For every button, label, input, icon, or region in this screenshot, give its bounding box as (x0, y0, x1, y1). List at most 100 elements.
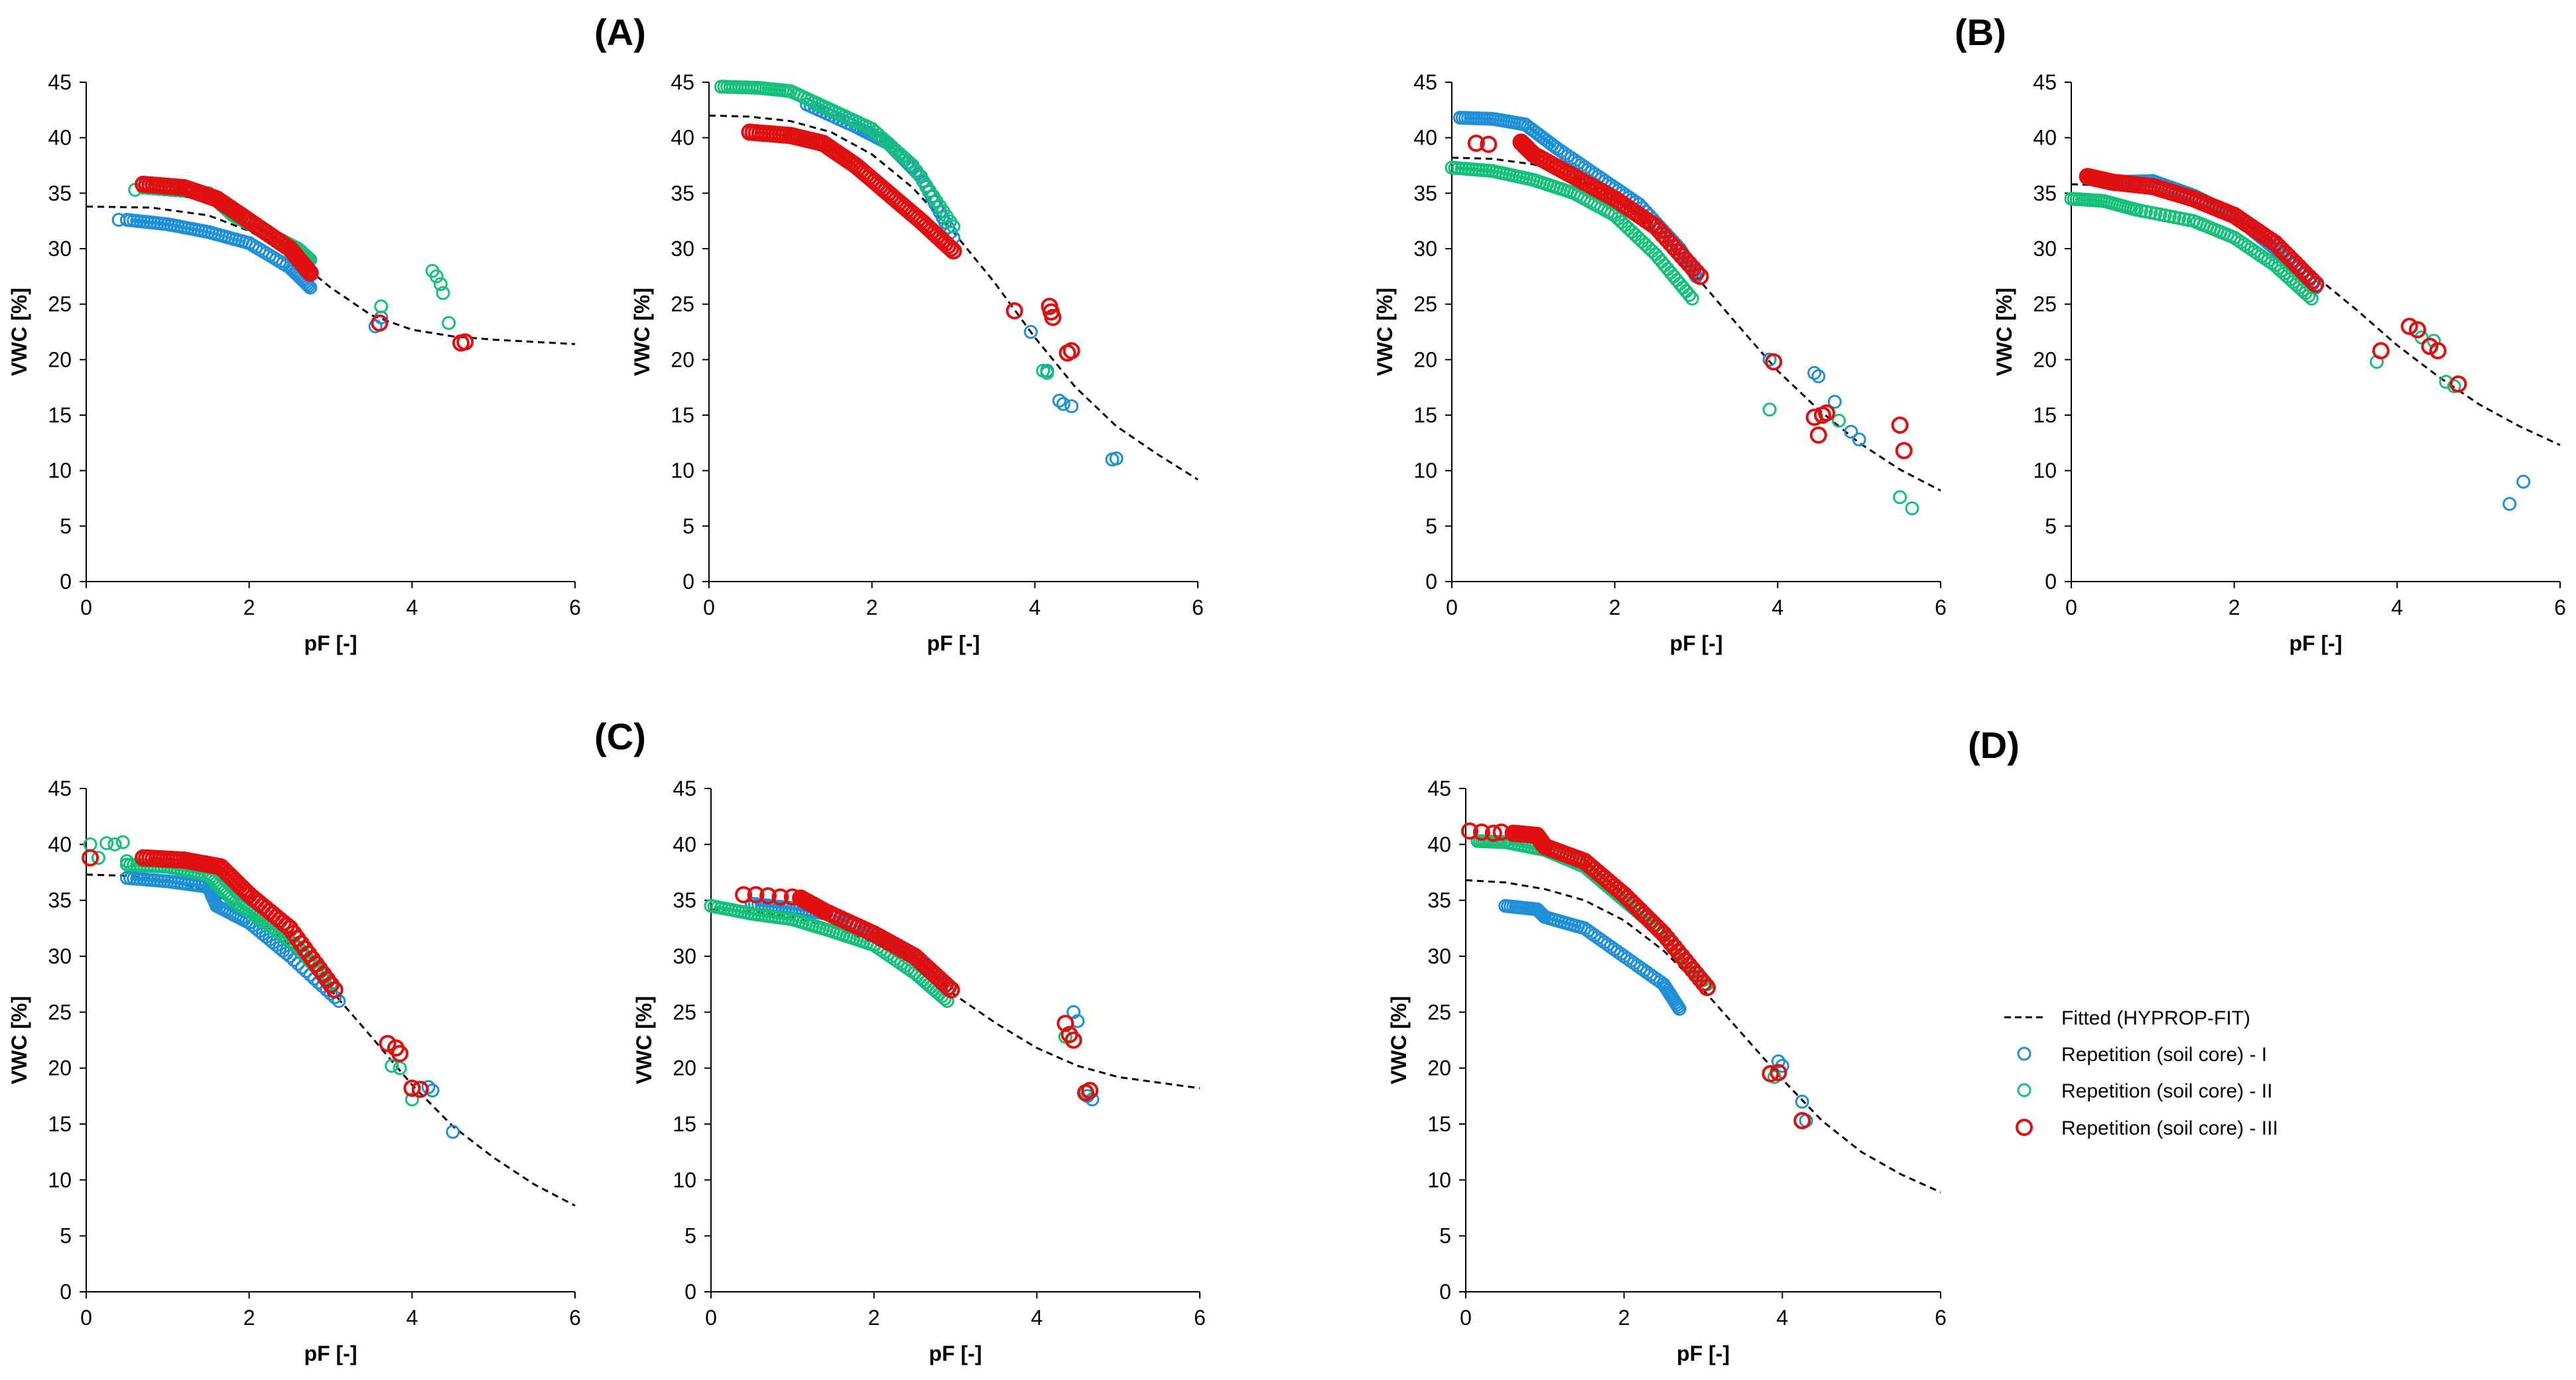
data-point (379, 1035, 397, 1052)
legend-rep3-label: Repetition (soil core) - III (2061, 1117, 2278, 1139)
data-point (1461, 822, 1478, 840)
y-tick-label: 15 (671, 403, 694, 427)
legend-fit-label: Fitted (HYPROP-FIT) (2061, 1007, 2250, 1029)
y-tick-label: 45 (2033, 70, 2057, 94)
data-point (324, 986, 338, 1001)
fitted-curve (710, 908, 1200, 1090)
data-point (1064, 1031, 1082, 1049)
x-tick-label: 2 (866, 596, 878, 619)
data-point (1056, 397, 1070, 411)
data-point (1645, 244, 1659, 258)
data-point (91, 851, 105, 865)
series-rep3 (135, 175, 474, 352)
y-axis-title: VWC [%] (7, 996, 31, 1084)
data-point (1895, 442, 1913, 460)
y-tick-label: 40 (1427, 832, 1451, 856)
data-point (1467, 135, 1485, 152)
data-point (1064, 399, 1079, 414)
series-rep3 (1467, 133, 1913, 460)
data-point (1023, 325, 1038, 339)
data-point (2429, 342, 2447, 359)
y-tick-label: 10 (1413, 459, 1437, 483)
x-tick-label: 0 (705, 1306, 717, 1330)
y-tick-label: 45 (48, 777, 72, 800)
y-tick-label: 0 (2045, 570, 2057, 594)
data-point (107, 837, 122, 851)
data-point (436, 286, 450, 300)
chart-b2: 0 5 10 15 20 25 30 35 40 45 0 2 4 6 pF [-] VWC [%] (1992, 70, 2566, 655)
series-rep2 (1470, 834, 1781, 1084)
chart-a1: 0 5 10 15 20 25 30 35 40 45 0 2 4 6 pF [-] VWC [%] (7, 70, 581, 655)
data-point (1109, 451, 1124, 466)
y-tick-label: 30 (48, 237, 72, 261)
data-point (2502, 497, 2517, 511)
legend-rep1-label: Repetition (soil core) - I (2061, 1044, 2267, 1066)
y-tick-label: 45 (673, 777, 696, 800)
y-tick-label: 30 (1413, 237, 1437, 261)
data-point (456, 333, 474, 351)
data-point (1765, 353, 1783, 371)
x-axis-title: pF [-] (1677, 1342, 1730, 1365)
y-tick-label: 5 (60, 514, 72, 538)
data-point (2303, 272, 2321, 290)
x-tick-label: 6 (1935, 1306, 1947, 1330)
x-tick-label: 6 (569, 596, 581, 619)
data-point (2409, 321, 2426, 339)
data-point (1795, 1094, 1809, 1109)
data-point (442, 316, 456, 330)
data-point (939, 978, 957, 996)
chart-c1: 0 5 10 15 20 25 30 35 40 45 0 2 4 6 pF [-] VWC [%] (7, 777, 581, 1365)
y-tick-label: 5 (60, 1224, 72, 1248)
x-axis-title: pF [-] (1670, 631, 1723, 655)
data-point (1052, 393, 1066, 408)
data-point (1044, 308, 1062, 326)
data-point (1005, 302, 1023, 320)
y-tick-label: 0 (684, 1280, 696, 1304)
series-rep3 (1461, 822, 1811, 1129)
data-point (111, 213, 126, 227)
y-axis-title: VWC [%] (1387, 996, 1411, 1084)
y-tick-label: 20 (2033, 347, 2057, 371)
data-point (939, 237, 957, 255)
data-point (2449, 375, 2467, 393)
x-tick-label: 0 (80, 1306, 92, 1330)
series-rep3 (2079, 168, 2467, 393)
fitted-curve (1451, 157, 1941, 492)
y-tick-label: 35 (48, 889, 72, 912)
panel-label-b: (B) (1955, 11, 2006, 53)
x-tick-label: 2 (868, 1306, 880, 1330)
series-rep3 (741, 123, 1080, 362)
x-tick-label: 2 (243, 596, 255, 619)
y-tick-label: 25 (48, 1000, 72, 1024)
y-tick-label: 45 (671, 70, 694, 94)
data-point (326, 981, 344, 999)
data-point (2427, 334, 2441, 348)
chart-a2: 0 5 10 15 20 25 30 35 40 45 0 2 4 6 pF [-] VWC [%] (630, 70, 1204, 655)
y-tick-label: 5 (1439, 1224, 1451, 1248)
y-tick-label: 35 (671, 181, 694, 205)
legend-rep1-marker (2017, 1046, 2031, 1061)
x-axis-title: pF [-] (927, 631, 980, 655)
data-point (429, 269, 444, 284)
fitted-curve (86, 205, 576, 345)
y-tick-label: 10 (48, 459, 72, 483)
y-tick-label: 15 (673, 1112, 696, 1136)
data-point (783, 888, 801, 906)
data-point (942, 239, 960, 257)
data-point (1672, 1001, 1687, 1016)
x-tick-label: 6 (1192, 596, 1204, 619)
data-point (283, 949, 297, 964)
data-point (374, 299, 389, 314)
data-point (298, 260, 316, 278)
x-tick-label: 0 (1446, 596, 1458, 619)
data-point (1682, 288, 1697, 302)
y-axis-title: VWC [%] (1992, 288, 2016, 376)
data-point (1480, 135, 1498, 153)
data-point (1685, 291, 1699, 306)
data-point (1081, 1082, 1099, 1099)
series-rep2 (2064, 192, 2461, 393)
y-tick-label: 40 (2033, 126, 2057, 150)
fitted-curve (2071, 183, 2561, 446)
data-point (411, 1080, 429, 1098)
y-tick-label: 25 (1413, 292, 1437, 316)
